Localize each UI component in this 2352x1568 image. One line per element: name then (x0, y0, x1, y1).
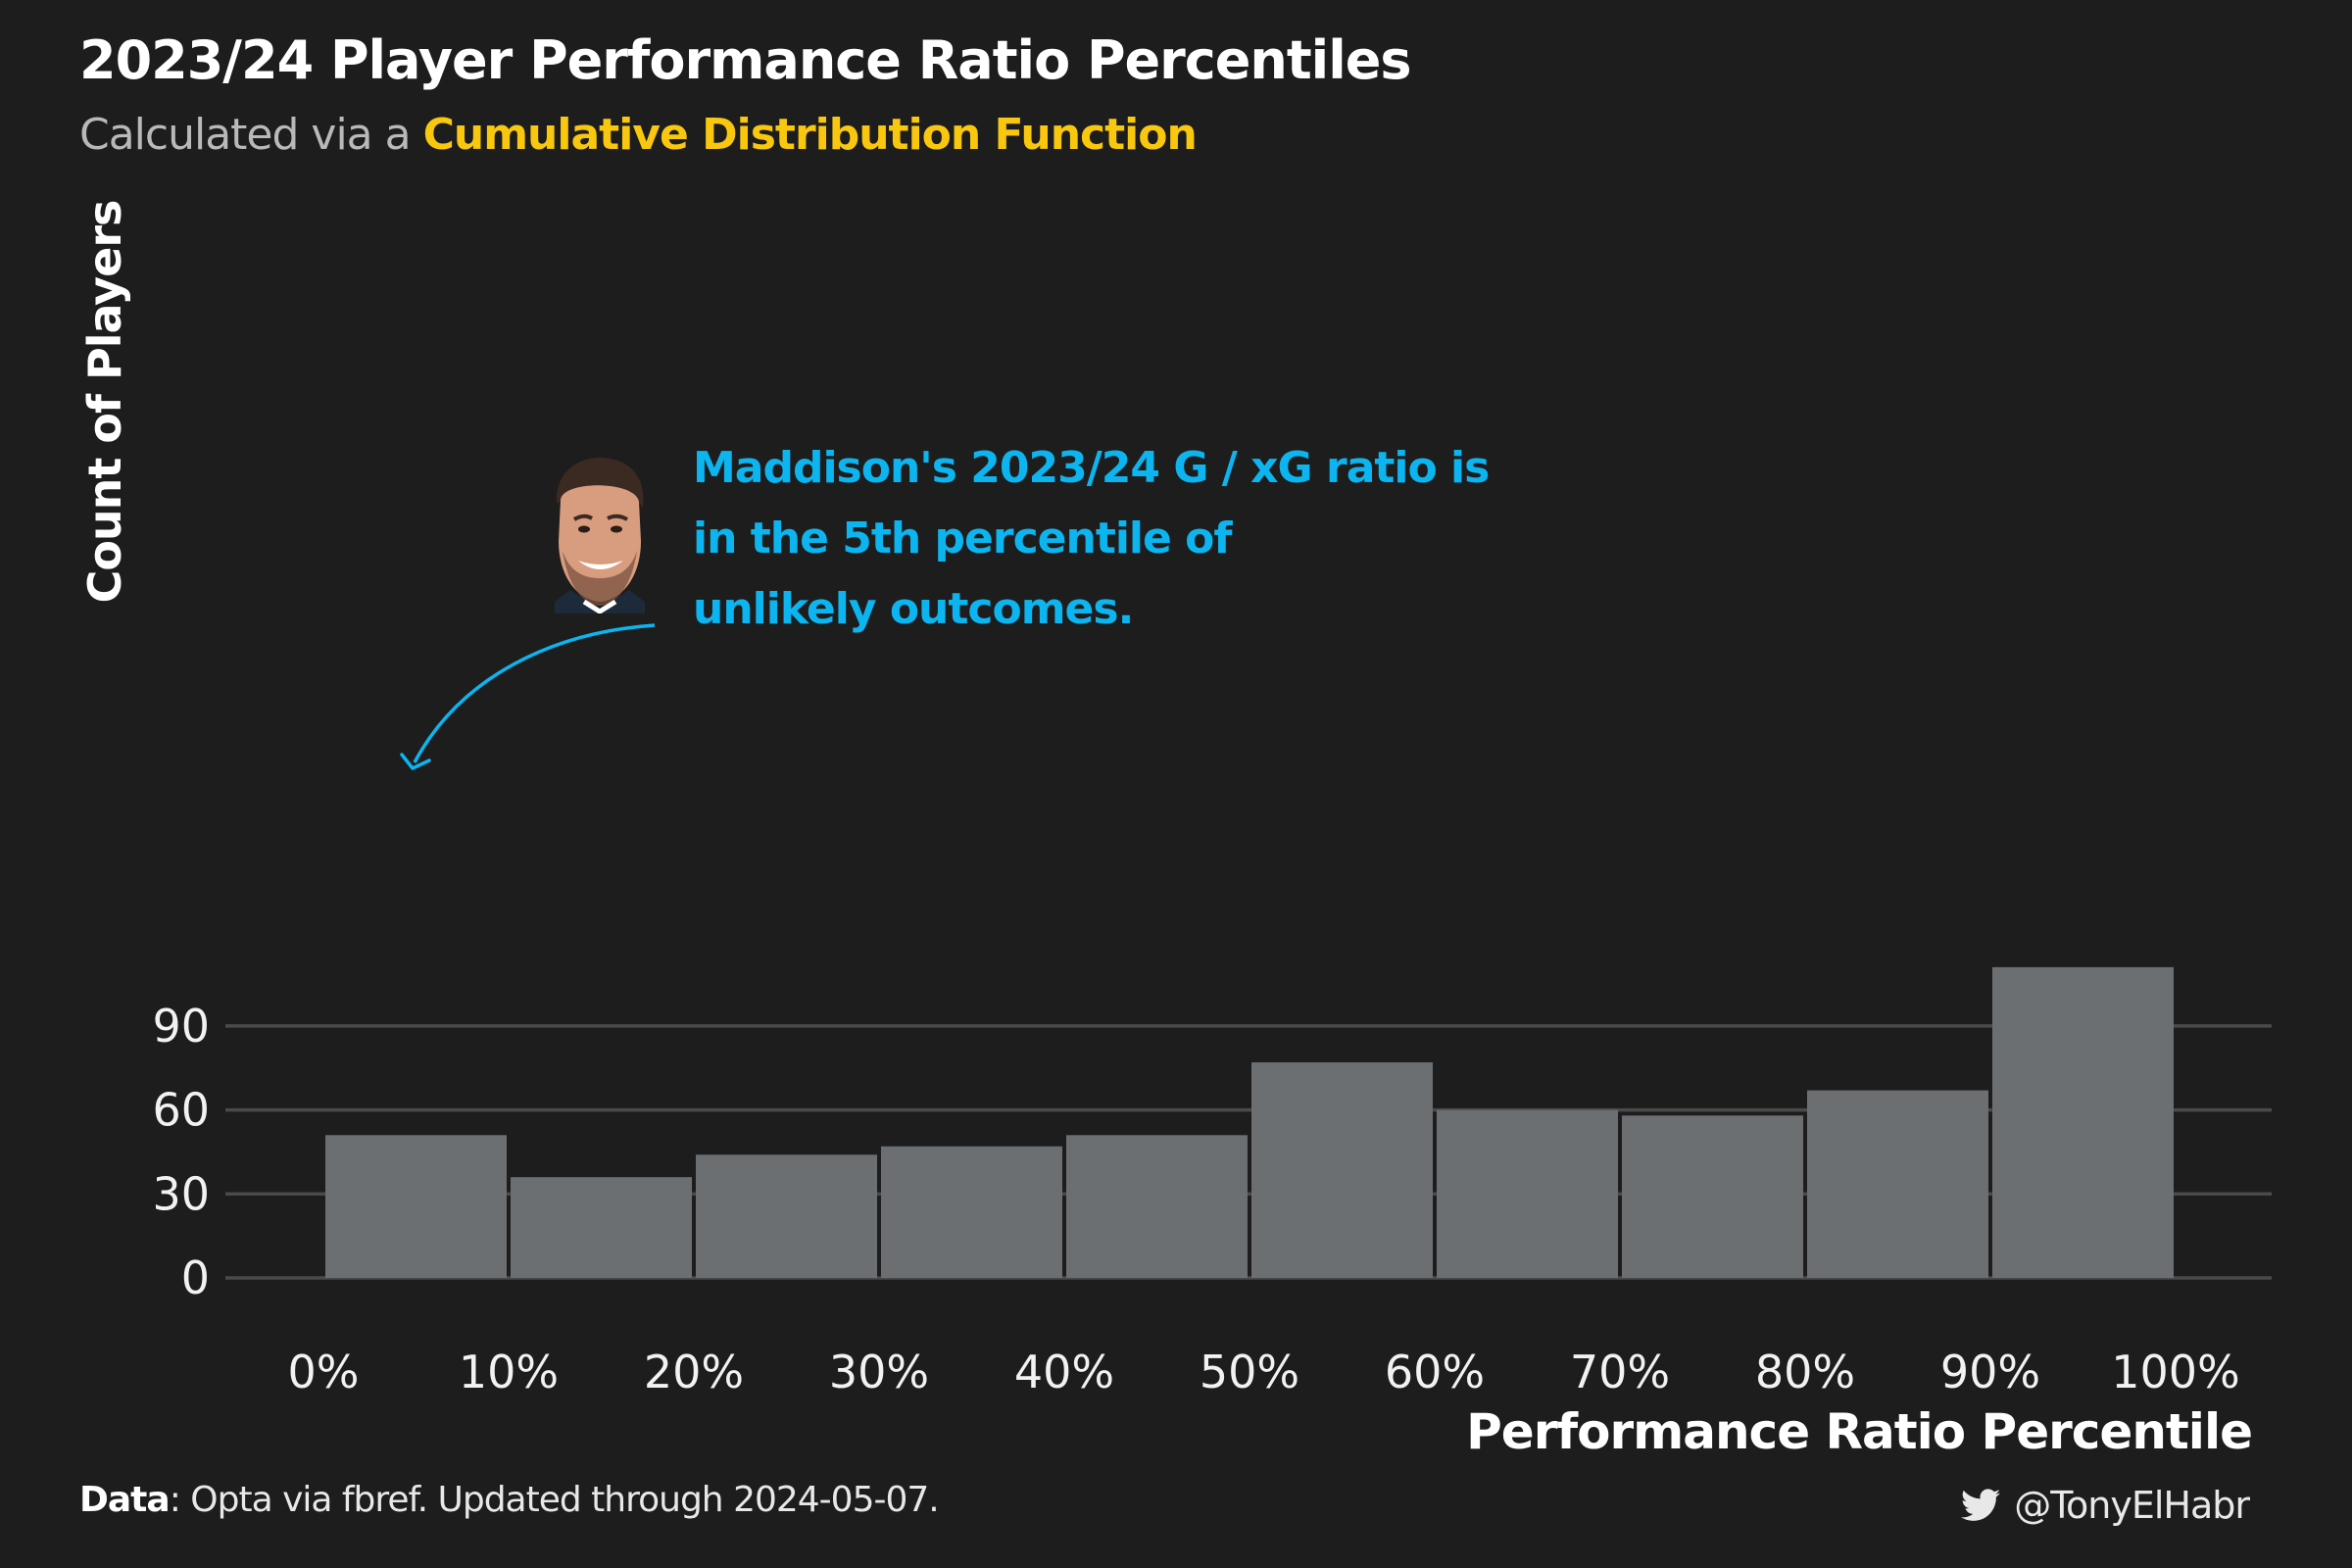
subtitle-highlight: Cumulative Distribution Function (422, 110, 1198, 160)
x-tick-label: 90% (1940, 1346, 2040, 1398)
x-tick-labels: 0% 10% 20% 30% 40% 50% 60% 70% 80% 90% 100% (288, 1346, 2240, 1398)
data-source-caption: Data: Opta via fbref. Updated through 20… (79, 1480, 940, 1520)
y-tick-label: 0 (181, 1251, 210, 1304)
x-tick-label: 100% (2111, 1346, 2240, 1398)
x-tick-label: 60% (1385, 1346, 1485, 1398)
annotation-text: Maddison's 2023/24 G / xG ratio is in th… (693, 433, 1496, 645)
bars (325, 966, 2174, 1278)
bar-90-100 (1992, 966, 2174, 1278)
x-tick-label: 10% (459, 1346, 559, 1398)
bar-0-10 (325, 1135, 507, 1278)
bar-10-20 (511, 1177, 692, 1278)
y-tick-label: 60 (152, 1084, 210, 1137)
bar-30-40 (881, 1146, 1062, 1278)
handle-text: @TonyElHabr (2014, 1484, 2250, 1527)
bar-70-80 (1622, 1115, 1803, 1278)
x-axis-label: Performance Ratio Percentile (1466, 1403, 2253, 1460)
bar-40-50 (1066, 1135, 1248, 1278)
annotation-arrowhead (400, 753, 431, 770)
twitter-icon (1961, 1489, 2001, 1521)
bar-20-30 (696, 1154, 877, 1278)
caption-bold: Data (79, 1480, 171, 1520)
x-tick-label: 40% (1014, 1346, 1114, 1398)
x-tick-label: 20% (644, 1346, 744, 1398)
chart-subtitle: Calculated via a Cumulative Distribution… (79, 110, 1198, 160)
x-tick-label: 50% (1200, 1346, 1299, 1398)
annotation-line-1: Maddison's 2023/24 G / xG ratio is (693, 443, 1490, 493)
twitter-handle[interactable]: @TonyElHabr (1961, 1484, 2250, 1527)
y-tick-label: 30 (152, 1167, 210, 1220)
y-tick-labels: 0 30 60 90 (152, 1000, 210, 1304)
x-tick-label: 70% (1570, 1346, 1670, 1398)
annotation-line-2: in the 5th percentile of (693, 514, 1233, 564)
chart-title: 2023/24 Player Performance Ratio Percent… (79, 29, 1411, 91)
bar-50-60 (1251, 1062, 1433, 1278)
annotation-line-3: unlikely outcomes. (693, 584, 1134, 634)
bar-60-70 (1437, 1109, 1618, 1278)
bar-80-90 (1807, 1090, 1988, 1278)
caption-rest: : Opta via fbref. Updated through 2024-0… (169, 1480, 940, 1520)
x-tick-label: 30% (829, 1346, 929, 1398)
x-tick-label: 0% (288, 1346, 360, 1398)
annotation-arrow (413, 623, 656, 763)
y-tick-label: 90 (152, 1000, 210, 1053)
player-face-image (555, 457, 645, 613)
x-tick-label: 80% (1755, 1346, 1855, 1398)
subtitle-prefix: Calculated via a (79, 110, 412, 160)
